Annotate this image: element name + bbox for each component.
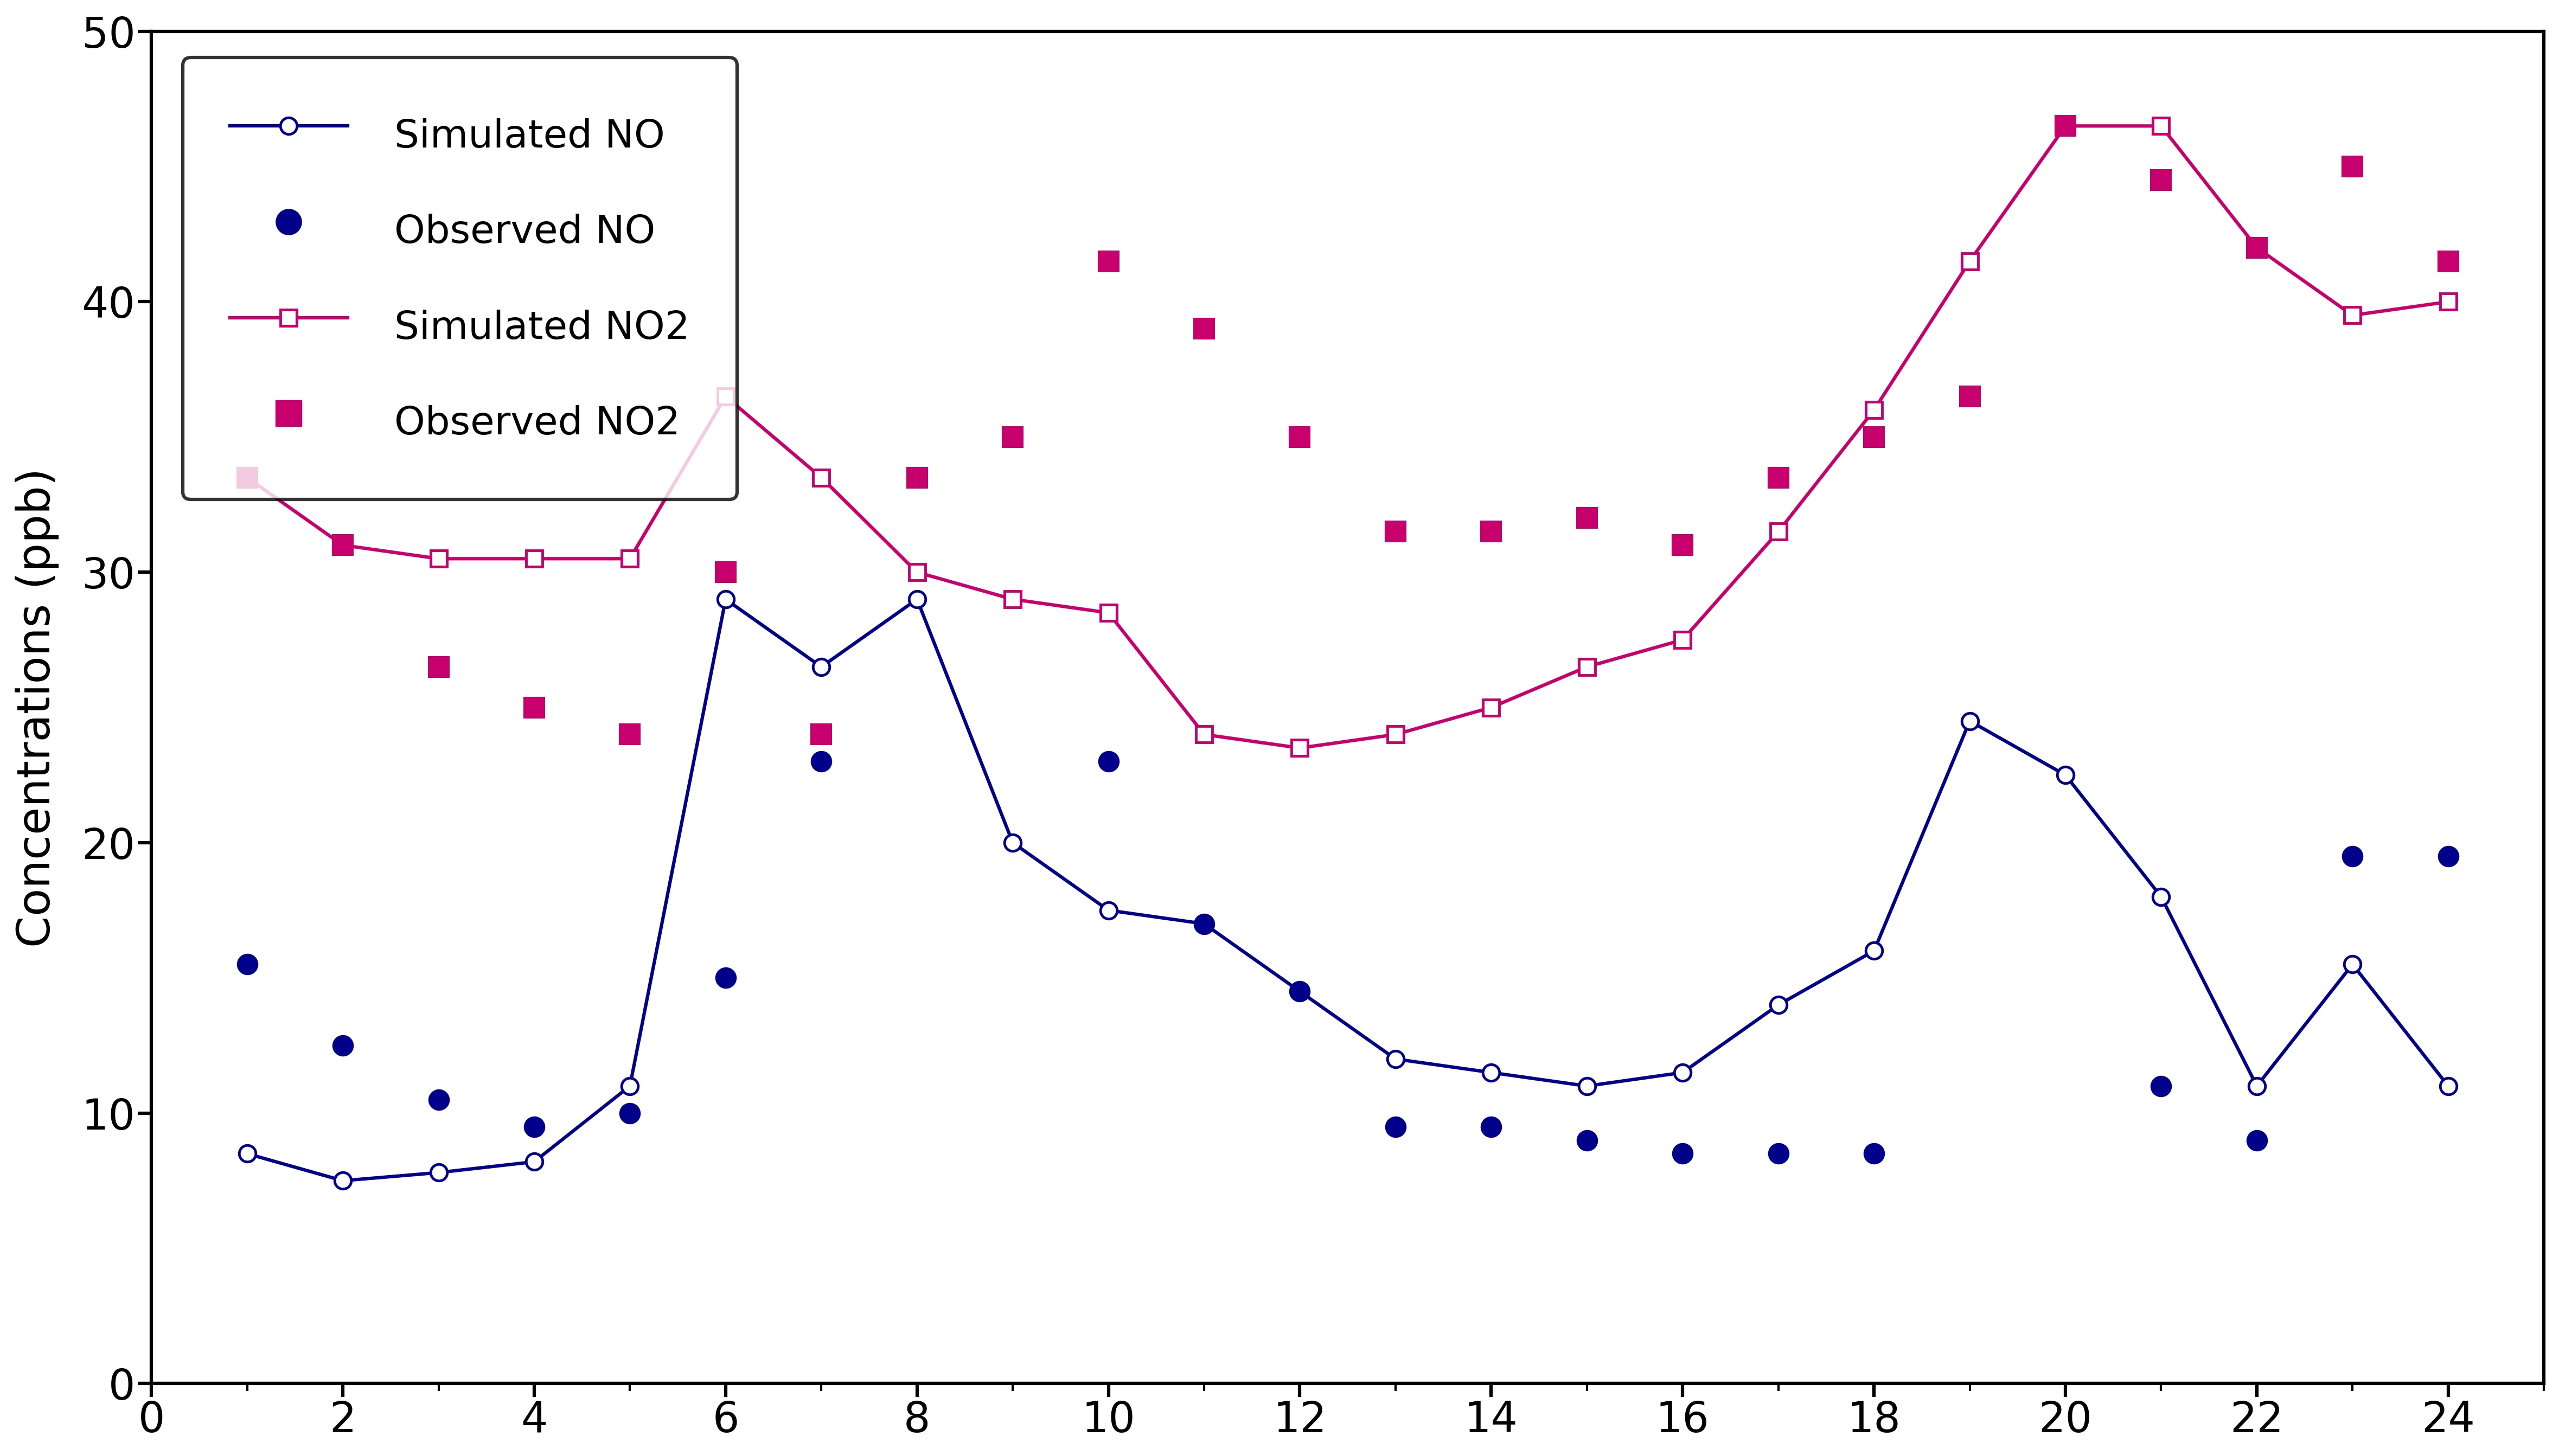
- Point: [1758, 1142, 1799, 1165]
- Point: [1853, 1142, 1894, 1165]
- Point: [2331, 844, 2372, 868]
- Point: [1566, 507, 1607, 530]
- Point: [1471, 1115, 1512, 1139]
- Point: [609, 1101, 650, 1124]
- Point: [2428, 844, 2469, 868]
- Point: [1185, 911, 1226, 935]
- Point: [896, 466, 937, 489]
- Point: [228, 952, 269, 976]
- Point: [801, 722, 842, 745]
- Point: [1663, 1142, 1704, 1165]
- Point: [228, 466, 269, 489]
- Point: [322, 1034, 363, 1057]
- Point: [609, 722, 650, 745]
- Point: [706, 561, 747, 584]
- Point: [1280, 980, 1320, 1003]
- Point: [1566, 1128, 1607, 1152]
- Point: [1663, 533, 1704, 556]
- Point: [1088, 750, 1129, 773]
- Point: [2237, 236, 2278, 259]
- Point: [1374, 1115, 1415, 1139]
- Point: [1374, 520, 1415, 543]
- Point: [801, 750, 842, 773]
- Point: [514, 696, 555, 719]
- Point: [1758, 466, 1799, 489]
- Point: [1853, 425, 1894, 448]
- Point: [514, 1115, 555, 1139]
- Point: [322, 533, 363, 556]
- Legend: Simulated NO, Observed NO, Simulated NO2, Observed NO2: Simulated NO, Observed NO, Simulated NO2…: [184, 58, 737, 499]
- Point: [2428, 249, 2469, 272]
- Point: [1471, 520, 1512, 543]
- Point: [1280, 425, 1320, 448]
- Point: [706, 967, 747, 990]
- Point: [417, 655, 458, 678]
- Point: [1185, 317, 1226, 341]
- Point: [417, 1088, 458, 1111]
- Point: [1088, 249, 1129, 272]
- Point: [2237, 1128, 2278, 1152]
- Point: [1950, 384, 1991, 408]
- Point: [993, 425, 1034, 448]
- Point: [2045, 115, 2086, 138]
- Y-axis label: Concentrations (ppb): Concentrations (ppb): [15, 467, 59, 948]
- Point: [2331, 154, 2372, 178]
- Point: [2142, 169, 2183, 192]
- Point: [2142, 1075, 2183, 1098]
